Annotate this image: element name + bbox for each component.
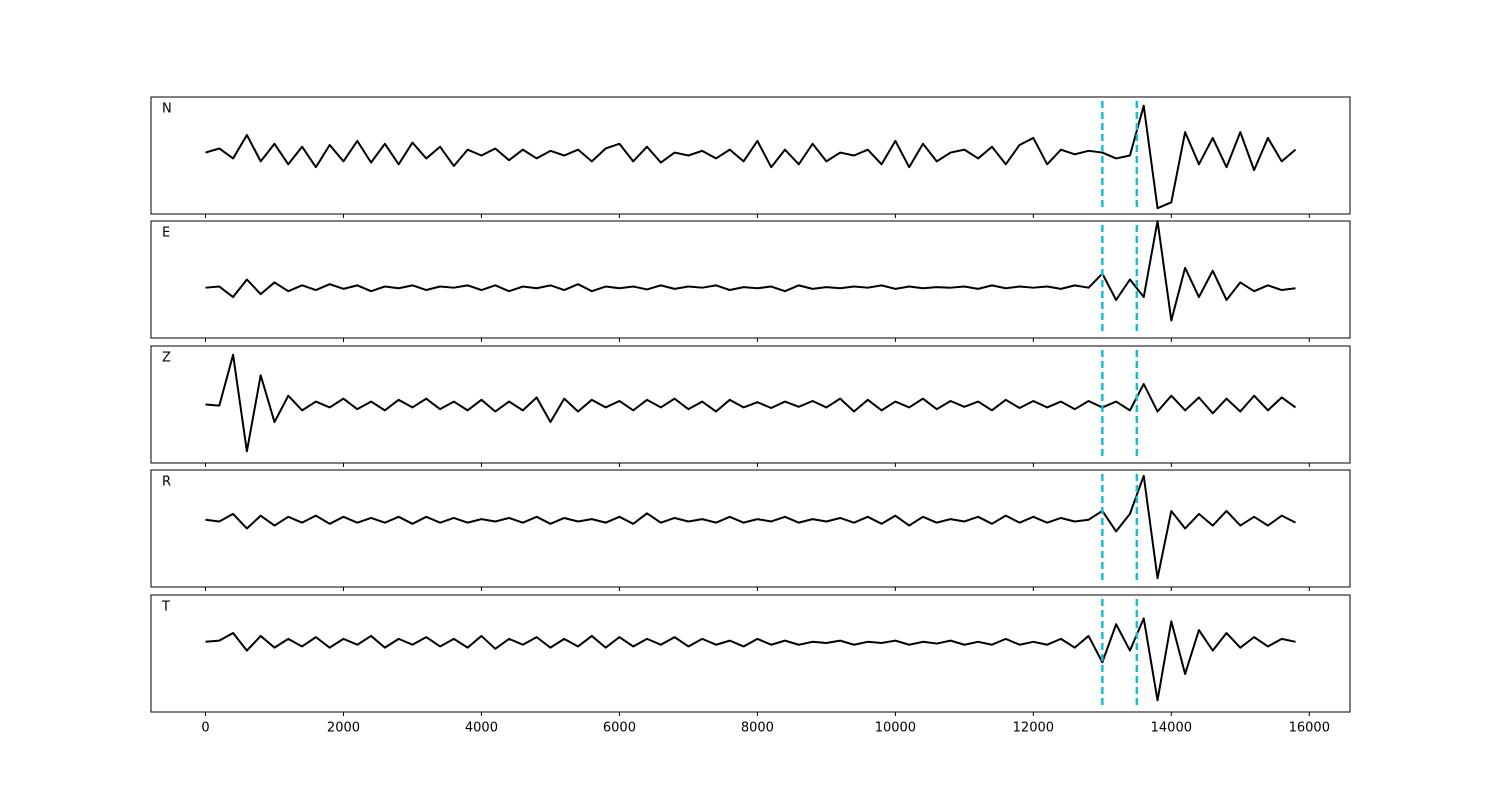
trace (205, 104, 1297, 210)
x-tick-label: 10000 (875, 721, 916, 736)
x-tick-label: 0 (201, 721, 209, 736)
panel-frame (150, 96, 1351, 215)
panel-label: R (162, 475, 171, 490)
panel-frame (150, 345, 1351, 464)
trace (205, 474, 1296, 580)
panel-label: N (162, 102, 172, 117)
x-tick-label: 12000 (1013, 721, 1054, 736)
trace (205, 353, 1297, 453)
x-tick-label: 14000 (1151, 721, 1192, 736)
x-tick-label: 8000 (741, 721, 774, 736)
panel-frame (150, 594, 1351, 713)
panel-frame (150, 220, 1351, 339)
x-tick-label: 2000 (327, 721, 360, 736)
x-tick-label: 16000 (1289, 721, 1330, 736)
x-tick-label: 6000 (603, 721, 636, 736)
panel-label: Z (162, 351, 171, 366)
panel-label: E (162, 226, 170, 241)
trace (205, 617, 1296, 702)
trace (205, 220, 1296, 322)
x-tick-label: 4000 (465, 721, 498, 736)
panel-frame (150, 469, 1351, 588)
panel-label: T (161, 600, 170, 615)
